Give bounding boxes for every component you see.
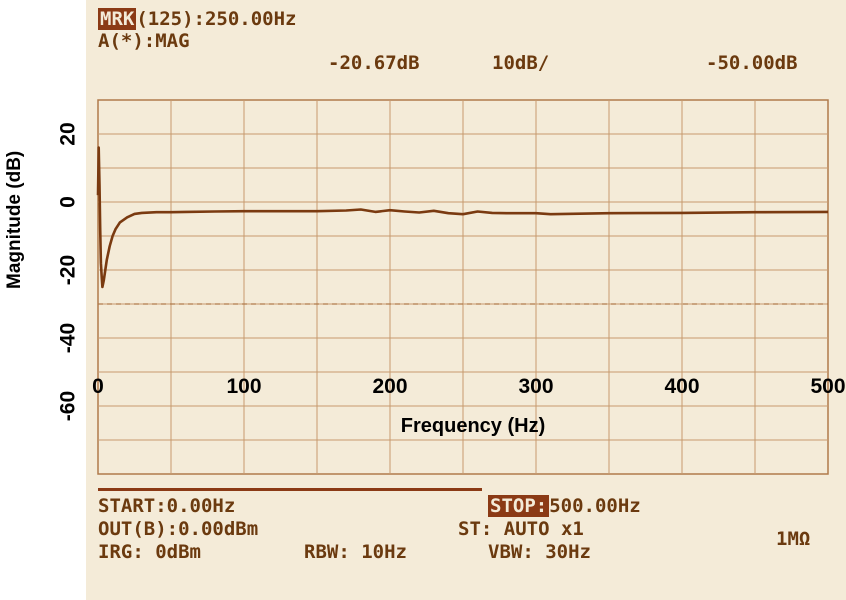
marker-line: MRK (125):250.00Hz [98, 8, 297, 30]
scale-label: 10dB/ [492, 52, 550, 74]
ref-level: -50.00dB [706, 52, 798, 74]
start-frequency: START:0.00Hz [98, 495, 236, 517]
trace-label: A(*):MAG [98, 30, 190, 52]
vbw: VBW: 30Hz [488, 541, 591, 563]
x-tick-label: 0 [92, 375, 104, 398]
input-range: IRG: 0dBm [98, 541, 201, 563]
y-tick-label: 0 [57, 196, 80, 208]
x-tick-label: 400 [664, 375, 699, 398]
marker-value: (125):250.00Hz [136, 8, 297, 30]
rbw: RBW: 10Hz [304, 541, 407, 563]
marker-readout: -20.67dB [328, 52, 420, 74]
stop-tag: STOP: [488, 495, 550, 517]
y-tick-label: 20 [57, 122, 80, 145]
marker-tag: MRK [98, 8, 137, 30]
sweep-time: ST: AUTO x1 [458, 518, 584, 540]
sweep-progress-bar [98, 488, 482, 491]
x-axis-label: Frequency (Hz) [401, 415, 545, 437]
output-level: OUT(B):0.00dBm [98, 518, 259, 540]
input-impedance: 1MΩ [776, 528, 811, 550]
y-tick-label: -40 [57, 323, 80, 353]
x-tick-label: 500 [810, 375, 845, 398]
x-tick-label: 300 [518, 375, 553, 398]
magnitude-trace [96, 146, 829, 289]
y-tick-label: -20 [57, 255, 80, 285]
stop-frequency: 500.00Hz [549, 495, 641, 517]
stop-line: STOP: 500.00Hz [488, 495, 641, 517]
x-tick-label: 200 [372, 375, 407, 398]
y-tick-label: -60 [57, 391, 80, 421]
x-tick-label: 100 [226, 375, 261, 398]
